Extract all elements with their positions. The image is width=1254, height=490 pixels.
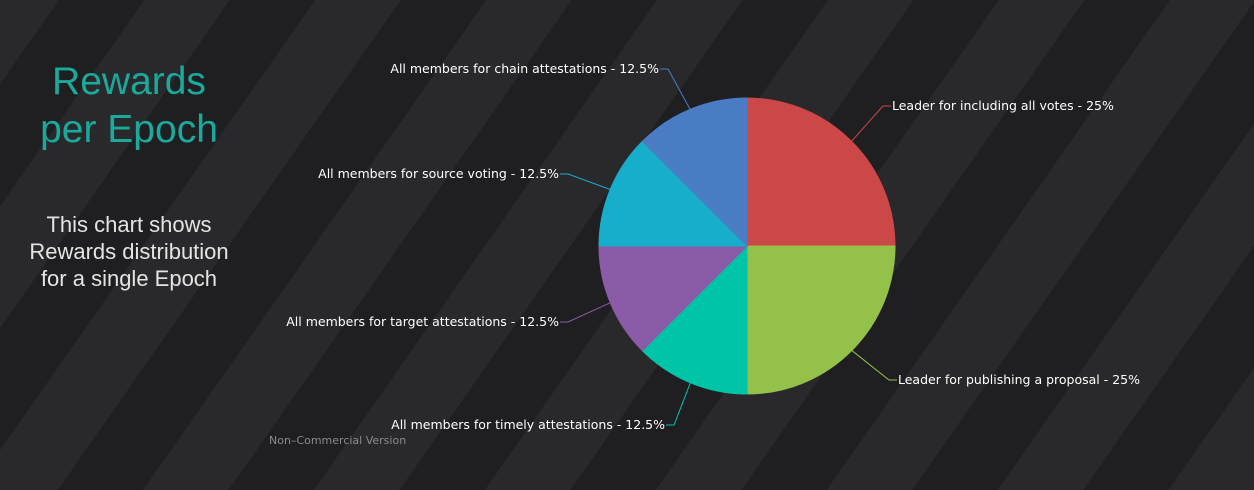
slice-labels: Leader for including all votes - 25% Lead… — [286, 61, 1140, 432]
slice-label-1: Leader for including all votes - 25% — [892, 98, 1114, 113]
leader-line-2 — [849, 348, 897, 381]
slice-label-3: All members for timely attestations - 12… — [391, 417, 665, 432]
leader-line-6 — [660, 68, 692, 112]
slice-label-5: All members for source voting - 12.5% — [318, 166, 559, 181]
chart-description: This chart shows Rewards distribution fo… — [0, 211, 258, 292]
watermark-text: Non–Commercial Version — [269, 434, 407, 447]
pie-slice-2[interactable] — [746, 245, 896, 395]
slice-label-2: Leader for publishing a proposal - 25% — [898, 372, 1140, 387]
description-line-2: Rewards distribution — [29, 239, 229, 264]
title-line-2: per Epoch — [40, 108, 218, 151]
slice-label-6: All members for chain attestations - 12.… — [390, 61, 659, 76]
leader-line-1 — [849, 105, 891, 144]
page-title: Rewards per Epoch — [0, 58, 258, 154]
label-leader-lines — [560, 68, 897, 426]
leader-line-3 — [666, 380, 692, 426]
description-line-3: for a single Epoch — [40, 266, 218, 291]
info-panel: Rewards per Epoch This chart shows Rewar… — [0, 0, 270, 490]
title-line-1: Rewards — [52, 60, 206, 103]
description-line-1: This chart shows — [46, 212, 212, 237]
leader-line-5 — [560, 173, 613, 191]
pie-slice-1[interactable] — [746, 97, 896, 247]
pie-slices — [598, 97, 896, 395]
leader-line-4 — [560, 301, 613, 323]
slice-label-4: All members for target attestations - 12… — [286, 314, 559, 329]
